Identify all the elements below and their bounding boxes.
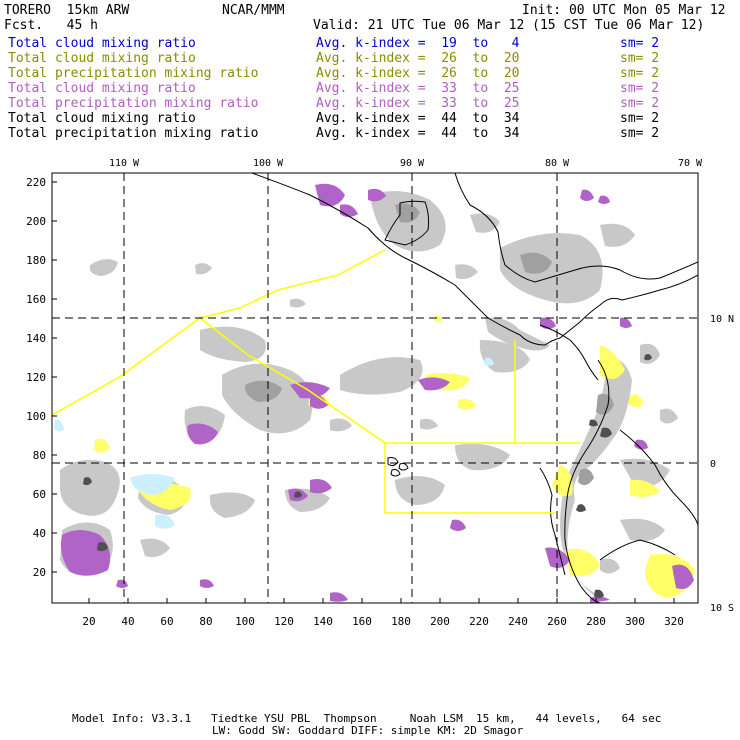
init-time: Init: 00 UTC Mon 05 Mar 12 bbox=[522, 3, 726, 18]
legend-kindex: Avg. k-index = 33 to 25 bbox=[316, 81, 520, 96]
legend-field: Total cloud mixing ratio bbox=[8, 111, 196, 126]
field-layer bbox=[54, 183, 695, 603]
legend-field: Total precipitation mixing ratio bbox=[8, 96, 259, 111]
lat-labels: 10 N 0 10 S bbox=[710, 314, 734, 614]
legend-field: Total cloud mixing ratio bbox=[8, 81, 196, 96]
axis-ticks bbox=[52, 181, 675, 603]
cloud-mixing-ratio-core bbox=[244, 203, 614, 486]
lon-label: 110 W bbox=[109, 158, 140, 169]
coastlines bbox=[251, 173, 698, 603]
legend-smoothing: sm= 2 bbox=[620, 96, 660, 111]
forecast-hour: Fcst. 45 h bbox=[4, 18, 98, 33]
y-tick-label: 140 bbox=[26, 332, 46, 345]
lat-lon-grid bbox=[52, 173, 698, 603]
x-tick-label: 300 bbox=[625, 615, 645, 628]
cloud-mixing-ratio-dark-core bbox=[83, 354, 652, 598]
x-tick-label: 40 bbox=[121, 615, 134, 628]
y-tick-label: 120 bbox=[26, 371, 46, 384]
y-tick-labels: 220 200 180 160 140 120 100 80 60 40 20 bbox=[26, 176, 46, 579]
cloud-mixing-ratio-cyan bbox=[54, 357, 494, 529]
model-info-line1: Model Info: V3.3.1 Tiedtke YSU PBL Thomp… bbox=[72, 712, 662, 725]
precipitation-mixing-ratio-purple bbox=[61, 183, 694, 603]
legend-smoothing: sm= 2 bbox=[620, 51, 660, 66]
x-tick-label: 100 bbox=[235, 615, 255, 628]
x-tick-labels: 20 40 60 80 100 120 140 160 180 200 220 … bbox=[82, 615, 684, 628]
x-tick-label: 80 bbox=[199, 615, 212, 628]
x-tick-label: 280 bbox=[586, 615, 606, 628]
center-name: NCAR/MMM bbox=[222, 3, 285, 18]
lat-label: 0 bbox=[710, 459, 716, 470]
y-tick-label: 40 bbox=[33, 527, 46, 540]
y-tick-label: 100 bbox=[26, 410, 46, 423]
x-tick-label: 120 bbox=[274, 615, 294, 628]
x-tick-label: 220 bbox=[469, 615, 489, 628]
y-tick-label: 20 bbox=[33, 566, 46, 579]
x-tick-label: 200 bbox=[430, 615, 450, 628]
x-tick-label: 160 bbox=[352, 615, 372, 628]
x-tick-label: 240 bbox=[508, 615, 528, 628]
y-tick-label: 160 bbox=[26, 293, 46, 306]
y-tick-label: 180 bbox=[26, 254, 46, 267]
lon-labels: 110 W 100 W 90 W 80 W 70 W bbox=[109, 158, 703, 169]
legend-kindex: Avg. k-index = 19 to 4 bbox=[316, 36, 520, 51]
plot-frame bbox=[51, 172, 699, 604]
legend-kindex: Avg. k-index = 26 to 20 bbox=[316, 51, 520, 66]
y-tick-label: 80 bbox=[33, 449, 46, 462]
legend-field: Total precipitation mixing ratio bbox=[8, 66, 259, 81]
legend-kindex: Avg. k-index = 33 to 25 bbox=[316, 96, 520, 111]
legend-kindex: Avg. k-index = 44 to 34 bbox=[316, 111, 520, 126]
x-tick-label: 180 bbox=[391, 615, 411, 628]
legend-field: Total precipitation mixing ratio bbox=[8, 126, 259, 141]
legend-field: Total cloud mixing ratio bbox=[8, 51, 196, 66]
x-tick-label: 260 bbox=[547, 615, 567, 628]
y-tick-label: 60 bbox=[33, 488, 46, 501]
y-tick-label: 200 bbox=[26, 215, 46, 228]
lon-label: 100 W bbox=[253, 158, 284, 169]
legend-smoothing: sm= 2 bbox=[620, 36, 660, 51]
legend-smoothing: sm= 2 bbox=[620, 111, 660, 126]
legend-kindex: Avg. k-index = 44 to 34 bbox=[316, 126, 520, 141]
valid-time: Valid: 21 UTC Tue 06 Mar 12 (15 CST Tue … bbox=[313, 18, 705, 33]
legend-smoothing: sm= 2 bbox=[620, 66, 660, 81]
legend-kindex: Avg. k-index = 26 to 20 bbox=[316, 66, 520, 81]
y-tick-label: 220 bbox=[26, 176, 46, 189]
legend-field: Total cloud mixing ratio bbox=[8, 36, 196, 51]
x-tick-label: 140 bbox=[313, 615, 333, 628]
lon-label: 90 W bbox=[400, 158, 425, 169]
lat-label: 10 N bbox=[710, 314, 734, 325]
region-boundaries bbox=[52, 249, 580, 514]
model-info-line2: LW: Godd SW: Goddard DIFF: simple KM: 2D… bbox=[212, 724, 524, 737]
lon-label: 80 W bbox=[545, 158, 570, 169]
x-tick-label: 60 bbox=[160, 615, 173, 628]
x-tick-label: 320 bbox=[664, 615, 684, 628]
lat-label: 10 S bbox=[710, 603, 734, 614]
lon-label: 70 W bbox=[678, 158, 703, 169]
legend-smoothing: sm= 2 bbox=[620, 81, 660, 96]
legend-smoothing: sm= 2 bbox=[620, 126, 660, 141]
model-title: TORERO 15km ARW bbox=[4, 3, 130, 18]
x-tick-label: 20 bbox=[82, 615, 95, 628]
cloud-mixing-ratio-shading bbox=[60, 191, 678, 600]
